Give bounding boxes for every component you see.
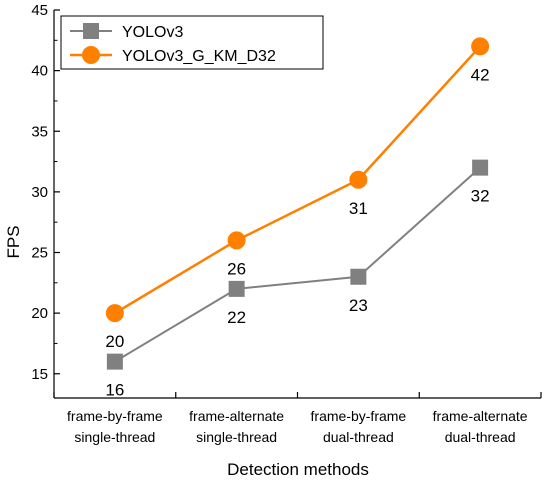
y-tick-label: 15: [31, 366, 48, 383]
series-line: [114, 166, 481, 363]
data-point: [228, 280, 245, 297]
data-point: [472, 159, 489, 176]
x-axis-title: Detection methods: [227, 460, 369, 479]
data-label: 22: [227, 308, 246, 327]
axes: 15 20 25 30 35 40 45 frame-by-frame single-threa…: [31, 2, 542, 445]
legend-box: [60, 15, 324, 70]
series-layer: 16 22 23 32 20 26 31 42: [105, 37, 490, 400]
x-category-label: frame-alternate dual-thread: [433, 408, 528, 445]
data-label: 26: [227, 259, 246, 278]
y-tick-label: 40: [31, 63, 48, 80]
y-axis-title: FPS: [4, 225, 23, 258]
data-point: [350, 268, 367, 285]
series-0: 16 22 23 32: [105, 159, 490, 400]
data-point: [105, 304, 124, 323]
data-label: 42: [471, 65, 490, 84]
data-point: [106, 353, 123, 370]
legend-label-yolov3: YOLOv3: [122, 24, 183, 41]
y-tick-label: 25: [31, 245, 48, 262]
data-label: 23: [349, 296, 368, 315]
series-1: 20 26 31 42: [105, 37, 490, 351]
y-tick-label: 30: [31, 184, 48, 201]
legend-label-yolov3-g-km-d32: YOLOv3_G_KM_D32: [122, 48, 276, 65]
legend: YOLOv3 YOLOv3_G_KM_D32: [60, 15, 324, 70]
legend-marker-yolov3-g-km-d32: [82, 46, 100, 64]
data-point: [471, 37, 490, 56]
y-tick-label: 35: [31, 123, 48, 140]
y-tick-label: 45: [31, 2, 48, 19]
data-point: [227, 231, 246, 250]
data-label: 32: [471, 187, 490, 206]
x-category-label: frame-alternate single-thread: [189, 408, 284, 445]
data-label: 16: [105, 381, 124, 400]
data-label: 20: [105, 332, 124, 351]
data-label: 31: [349, 199, 368, 218]
x-category-label: frame-by-frame dual-thread: [311, 408, 407, 445]
data-point: [349, 170, 368, 189]
series-line: [114, 45, 482, 315]
x-category-label: frame-by-frame single-thread: [67, 408, 163, 445]
y-tick-label: 20: [31, 305, 48, 322]
legend-marker-yolov3: [83, 23, 99, 39]
